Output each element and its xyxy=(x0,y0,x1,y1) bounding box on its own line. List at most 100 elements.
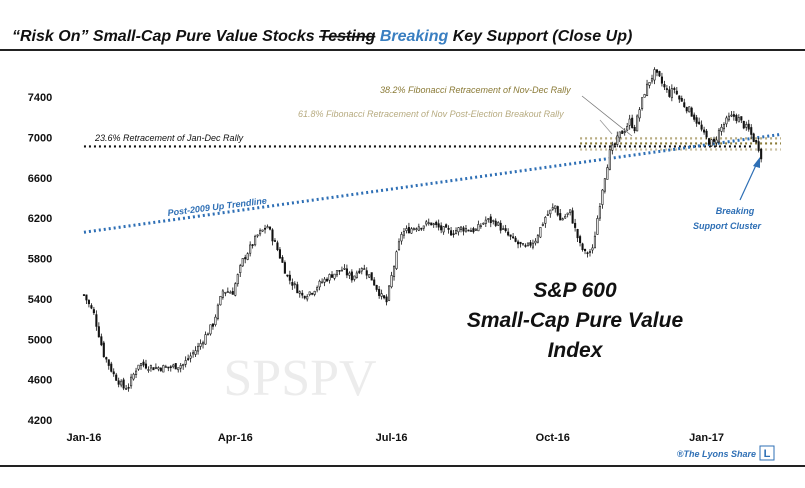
candle-body xyxy=(256,234,259,237)
candle-body xyxy=(703,129,706,133)
candle-body xyxy=(509,234,512,237)
candle-body xyxy=(531,242,534,248)
candle-body xyxy=(241,258,244,267)
candle-body xyxy=(507,231,510,236)
candle-body xyxy=(737,117,740,123)
candle-body xyxy=(425,221,428,225)
y-tick-label: 6200 xyxy=(28,213,52,225)
candle-body xyxy=(524,245,527,247)
candle-body xyxy=(593,235,597,249)
candle-body xyxy=(120,380,123,386)
candle-body xyxy=(588,251,592,253)
candle-body xyxy=(569,209,572,213)
candle-body xyxy=(187,358,190,360)
candle-body xyxy=(678,95,681,100)
candle-body xyxy=(211,323,214,327)
candle-body xyxy=(760,148,763,160)
candle-body xyxy=(167,366,170,369)
candle-body xyxy=(611,144,614,151)
candle-body xyxy=(407,227,410,234)
x-tick-label: Jan-16 xyxy=(67,432,102,444)
candle-body xyxy=(204,334,207,345)
candle-body xyxy=(529,242,532,246)
candle-body xyxy=(646,83,649,96)
candle-body xyxy=(201,342,205,345)
candle-body xyxy=(492,220,495,222)
candle-body xyxy=(554,205,557,209)
candle-body xyxy=(601,189,604,205)
candle-body xyxy=(708,138,711,145)
candle-body xyxy=(455,230,458,235)
candle-body xyxy=(125,388,128,390)
candle-body xyxy=(402,231,405,236)
candle-body xyxy=(512,236,515,239)
candle-body xyxy=(303,295,306,299)
candle-body xyxy=(628,118,631,126)
candle-body xyxy=(390,275,393,288)
candle-body xyxy=(206,333,210,336)
candle-body xyxy=(172,364,175,368)
candle-body xyxy=(278,249,281,259)
candle-body xyxy=(464,228,468,232)
candle-body xyxy=(231,291,234,295)
index-name-line-3: Index xyxy=(548,339,604,362)
candle-body xyxy=(157,367,160,370)
candle-body xyxy=(90,305,93,309)
callout-arrow-head xyxy=(753,157,760,168)
title-highlight-word: Breaking xyxy=(380,28,449,45)
candle-body xyxy=(660,76,663,84)
candle-body xyxy=(221,290,224,298)
candle-body xyxy=(712,138,716,142)
candle-body xyxy=(97,326,100,338)
candle-body xyxy=(673,88,676,90)
x-axis: Jan-16 Apr-16 Jul-16 Oct-16 Jan-17 xyxy=(67,432,724,444)
candle-body xyxy=(276,242,279,250)
candle-body xyxy=(370,272,373,281)
candle-body xyxy=(281,257,284,263)
candle-body xyxy=(139,363,143,366)
candle-body xyxy=(695,117,698,124)
candle-body xyxy=(502,228,505,230)
candle-body xyxy=(641,97,644,109)
candle-body xyxy=(226,291,229,293)
candle-body xyxy=(668,89,671,97)
candle-body xyxy=(115,374,118,381)
candle-body xyxy=(755,140,758,143)
candle-body xyxy=(159,367,162,371)
candle-body xyxy=(717,129,721,143)
candle-body xyxy=(663,84,666,88)
candle-body xyxy=(690,107,693,117)
candle-body xyxy=(102,342,105,358)
candle-body xyxy=(380,293,383,297)
candle-body xyxy=(286,274,289,277)
candle-body xyxy=(715,139,718,144)
watermark: SPSPV xyxy=(223,350,376,407)
candle-body xyxy=(395,251,398,269)
candle-body xyxy=(442,226,445,233)
candle-body xyxy=(626,126,629,131)
candle-body xyxy=(360,268,363,272)
candle-body xyxy=(412,228,415,231)
candle-body xyxy=(333,273,336,279)
candle-body xyxy=(459,226,463,230)
candle-body xyxy=(392,266,396,277)
x-tick-label: Jul-16 xyxy=(376,432,408,444)
y-tick-label: 7000 xyxy=(28,132,52,144)
candle-body xyxy=(338,270,341,272)
candle-body xyxy=(683,102,686,107)
candle-body xyxy=(549,209,552,215)
candles xyxy=(82,67,763,392)
candle-body xyxy=(541,223,544,226)
candle-body xyxy=(197,345,200,352)
credit-logo: L xyxy=(764,448,771,460)
candle-body xyxy=(643,94,646,98)
candle-body xyxy=(291,282,294,286)
candle-body xyxy=(566,212,569,215)
candle-body xyxy=(365,270,368,276)
candle-body xyxy=(375,284,378,290)
candle-body xyxy=(110,363,113,372)
candle-body xyxy=(127,386,130,389)
index-name-line-2: Small-Cap Pure Value xyxy=(467,309,684,332)
candle-body xyxy=(100,336,103,346)
candle-body xyxy=(650,78,654,82)
